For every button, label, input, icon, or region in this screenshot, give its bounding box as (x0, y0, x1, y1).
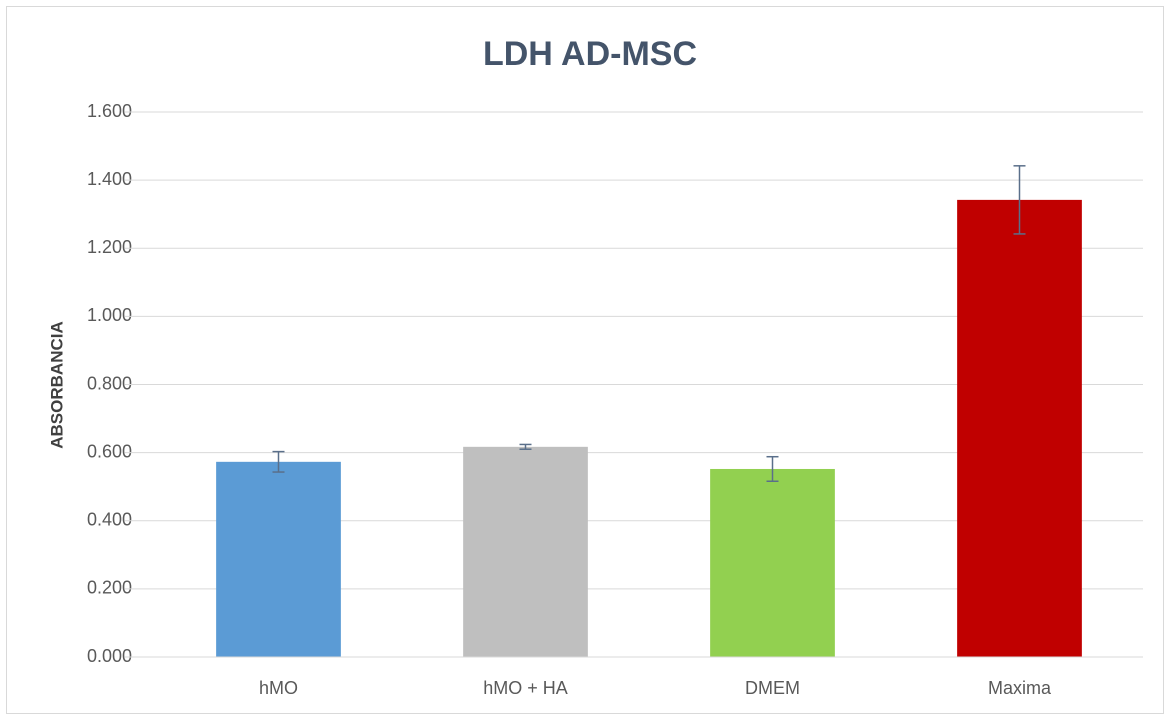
x-tick-label: Maxima (988, 678, 1052, 698)
x-tick-label: hMO (259, 678, 298, 698)
x-tick-label: hMO + HA (483, 678, 568, 698)
y-tick-label: 1.000 (87, 305, 132, 325)
x-tick-label: DMEM (745, 678, 800, 698)
bar (216, 461, 341, 657)
bar (463, 446, 588, 657)
y-tick-label: 1.400 (87, 169, 132, 189)
y-tick-label: 0.800 (87, 373, 132, 393)
y-axis-label: ABSORBANCIA (47, 321, 66, 449)
y-tick-label: 0.400 (87, 510, 132, 530)
bar (710, 468, 835, 657)
y-tick-label: 1.200 (87, 237, 132, 257)
y-tick-label: 0.200 (87, 578, 132, 598)
bar (957, 199, 1082, 657)
y-tick-label: 0.600 (87, 441, 132, 461)
chart-title: LDH AD-MSC (483, 35, 697, 73)
y-tick-label: 1.600 (87, 101, 132, 121)
y-tick-label: 0.000 (87, 646, 132, 666)
